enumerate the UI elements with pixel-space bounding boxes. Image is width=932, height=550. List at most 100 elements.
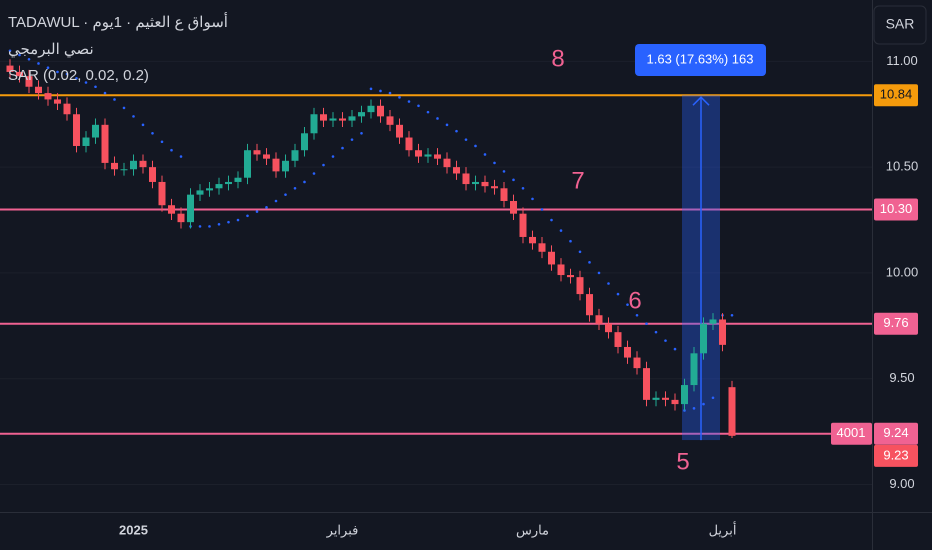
- candle-body: [244, 150, 251, 178]
- indicator-title: SAR (0.02, 0.02, 0.2): [8, 67, 149, 84]
- sar-dot: [645, 322, 648, 326]
- candle-body: [595, 315, 603, 324]
- sar-dot: [474, 144, 477, 148]
- sar-dot: [360, 131, 363, 135]
- sar-dot: [559, 229, 563, 232]
- sar-dot: [208, 225, 211, 228]
- symbol-title: TADAWUL · أسواق ع العثيم · 1يوم: [8, 12, 228, 31]
- sar-dot: [141, 123, 145, 127]
- sar-dot: [18, 53, 21, 57]
- level-price-tag: [874, 198, 918, 221]
- sar-dot: [654, 330, 658, 334]
- x-tick-label: مارس: [516, 522, 549, 538]
- candle-body: [662, 397, 669, 400]
- sar-dot: [531, 197, 534, 201]
- candle-body: [63, 103, 71, 115]
- candle-body: [82, 137, 90, 146]
- measure-arrow-head: [692, 96, 710, 106]
- measure-label: 1.63 (17.63%) 163: [647, 51, 754, 66]
- level-price-tag: [874, 84, 918, 107]
- candle-body: [310, 114, 318, 134]
- candle-body: [652, 397, 660, 400]
- sar-dot: [217, 222, 221, 226]
- candle-body: [453, 167, 460, 174]
- sar-dot: [236, 218, 240, 222]
- sar-dot: [255, 210, 259, 213]
- candle-body: [709, 319, 717, 324]
- sar-dot: [540, 208, 544, 211]
- sar-dot: [246, 214, 249, 218]
- sar-dot: [578, 250, 582, 254]
- candle-body: [472, 181, 479, 185]
- candle-body: [291, 150, 299, 161]
- candle-body: [434, 154, 441, 159]
- plot: 1.63 (17.63%) 163 8 7 6 5: [0, 44, 872, 485]
- sar-dot: [455, 129, 458, 133]
- candle-body: [187, 194, 194, 223]
- sar-dot: [265, 206, 268, 209]
- y-tick-label: 9.00: [889, 476, 914, 491]
- sar-dot: [550, 218, 553, 222]
- candle-body: [263, 154, 270, 159]
- sar-dot: [407, 100, 411, 103]
- currency-button[interactable]: [873, 5, 927, 45]
- candle-body: [728, 387, 736, 436]
- sar-dot: [341, 146, 344, 150]
- level-price-label: 10.30: [880, 201, 913, 216]
- candle-body: [101, 124, 109, 163]
- indicator-title: نصي البرمجي: [8, 41, 94, 58]
- candle-body: [367, 105, 375, 113]
- candle-body: [567, 275, 574, 278]
- candle-body: [35, 86, 42, 94]
- sar-dot: [113, 98, 116, 101]
- sar-dot: [8, 49, 12, 53]
- annotation: 5: [676, 448, 689, 475]
- sar-dot: [436, 117, 439, 120]
- candle-body: [719, 319, 726, 345]
- candle-body: [206, 188, 213, 191]
- candle-body: [73, 114, 80, 146]
- sar-dot: [37, 62, 40, 65]
- y-tick-label: 10.50: [886, 159, 919, 174]
- candle-body: [462, 173, 470, 185]
- sar-dot: [626, 303, 629, 306]
- candle-body: [643, 368, 650, 400]
- candle-body: [557, 264, 565, 276]
- sar-dot: [46, 66, 50, 70]
- level-price-label: 10.84: [880, 87, 913, 102]
- sar-dot: [75, 76, 78, 80]
- sar-dot: [398, 96, 401, 99]
- currency-button-label[interactable]: SAR: [886, 16, 915, 32]
- sar-dot: [616, 292, 620, 296]
- candle-body: [700, 323, 707, 354]
- sar-dot: [293, 186, 297, 190]
- candle-body: [111, 162, 118, 170]
- measure-tooltip: [635, 44, 766, 76]
- candle-body: [44, 93, 52, 100]
- candle-body: [234, 177, 242, 182]
- candle-body: [225, 181, 232, 185]
- sar-dot: [27, 57, 31, 61]
- sar-dot: [597, 271, 601, 275]
- sar-dot: [388, 91, 392, 95]
- candle-body: [272, 158, 280, 172]
- sar-dot: [379, 89, 382, 93]
- annotation: 6: [628, 287, 641, 314]
- candle-body: [54, 99, 61, 104]
- sar-dot: [179, 155, 183, 158]
- candle-body: [491, 186, 498, 189]
- candle-body: [424, 154, 432, 157]
- sar-dot: [502, 170, 506, 173]
- sar-dot: [569, 239, 572, 243]
- candle-body: [681, 385, 688, 405]
- sar-dot: [635, 313, 639, 317]
- sar-dot: [512, 178, 515, 182]
- sar-dot: [588, 261, 591, 264]
- sar-dot: [160, 140, 164, 144]
- candle-body: [405, 137, 413, 151]
- candle-body: [605, 323, 612, 333]
- sar-dot: [607, 282, 610, 285]
- candle-body: [690, 353, 698, 386]
- sar-dot: [730, 313, 734, 317]
- sar-dot: [103, 91, 107, 95]
